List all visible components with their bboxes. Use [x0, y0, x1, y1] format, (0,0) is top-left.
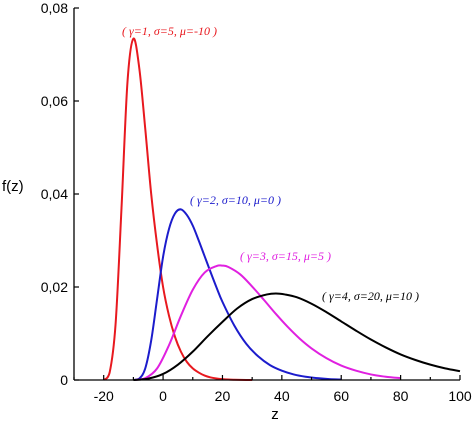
- x-tick-label: 0: [159, 388, 167, 404]
- axes: 0 0,02 0,04 0,06 0,08 -20 0 20 40 60 80 100: [41, 0, 472, 404]
- series-annotation-1: ( γ=1, σ=5, μ=-10 ): [122, 24, 217, 38]
- y-tick-label: 0: [60, 372, 68, 388]
- y-axis-label: f(z): [2, 178, 24, 195]
- series-line-2: [133, 208, 342, 381]
- x-tick-label: -20: [94, 388, 114, 404]
- series-annotation-2: ( γ=2, σ=10, μ=0 ): [190, 193, 281, 207]
- x-tick-label: 40: [274, 388, 290, 404]
- y-tick-label: 0,02: [41, 279, 68, 295]
- series-annotation-4: ( γ=4, σ=20, μ=10 ): [322, 289, 419, 303]
- y-tick-label: 0,04: [41, 186, 68, 202]
- series-annotations: ( γ=1, σ=5, μ=-10 ) ( γ=2, σ=10, μ=0 ) ( γ…: [122, 24, 419, 303]
- series-line-4: [133, 292, 461, 381]
- x-tick-label: 80: [393, 388, 409, 404]
- series-line-3: [133, 264, 401, 381]
- x-tick-label: 20: [215, 388, 231, 404]
- x-tick-label: 60: [333, 388, 349, 404]
- y-tick-label: 0,06: [41, 93, 68, 109]
- y-tick-label: 0,08: [41, 0, 68, 16]
- series-annotation-3: ( γ=3, σ=15, μ=5 ): [240, 249, 331, 263]
- plot-curves: [102, 37, 461, 381]
- x-axis-label: z: [271, 406, 279, 423]
- x-tick-label: 100: [448, 388, 472, 404]
